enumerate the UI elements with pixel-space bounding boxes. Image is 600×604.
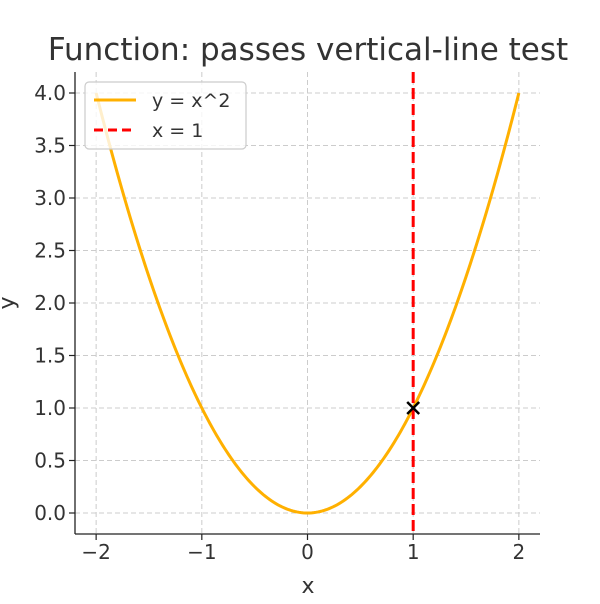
intersection-marker bbox=[406, 401, 421, 415]
y-tick-label: 2.5 bbox=[34, 239, 66, 263]
x-tick-label: 1 bbox=[407, 540, 420, 564]
y-tick-label: 4.0 bbox=[34, 81, 66, 105]
x-tick-label: −2 bbox=[81, 540, 110, 564]
y-axis-label: y bbox=[0, 296, 20, 309]
legend: y = x^2 x = 1 bbox=[84, 81, 247, 150]
y-tick-label: 2.0 bbox=[34, 291, 66, 315]
ticks: −2 −1 0 1 2 0.0 0.5 1.0 1.5 2.0 2.5 3.0 3.5 4.0 bbox=[34, 81, 525, 564]
y-tick-label: 3.0 bbox=[34, 186, 66, 210]
marker-stroke bbox=[406, 401, 421, 415]
y-tick-label: 0.0 bbox=[34, 501, 66, 525]
parabola-line bbox=[94, 92, 521, 515]
chart-title: Function: passes vertical-line test bbox=[48, 32, 568, 68]
y-tick-label: 0.5 bbox=[34, 449, 66, 473]
y-tick-label: 1.5 bbox=[34, 344, 66, 368]
legend-label-parabola: y = x^2 bbox=[152, 90, 231, 112]
grid bbox=[75, 72, 540, 534]
y-tick-label: 3.5 bbox=[34, 134, 66, 158]
x-axis-label: x bbox=[301, 574, 314, 599]
plot-area bbox=[94, 72, 521, 534]
legend-label-vertical-line: x = 1 bbox=[152, 120, 203, 142]
y-tick-label: 1.0 bbox=[34, 396, 66, 420]
x-tick-label: −1 bbox=[187, 540, 216, 564]
x-tick-label: 2 bbox=[512, 540, 525, 564]
x-tick-label: 0 bbox=[301, 540, 314, 564]
